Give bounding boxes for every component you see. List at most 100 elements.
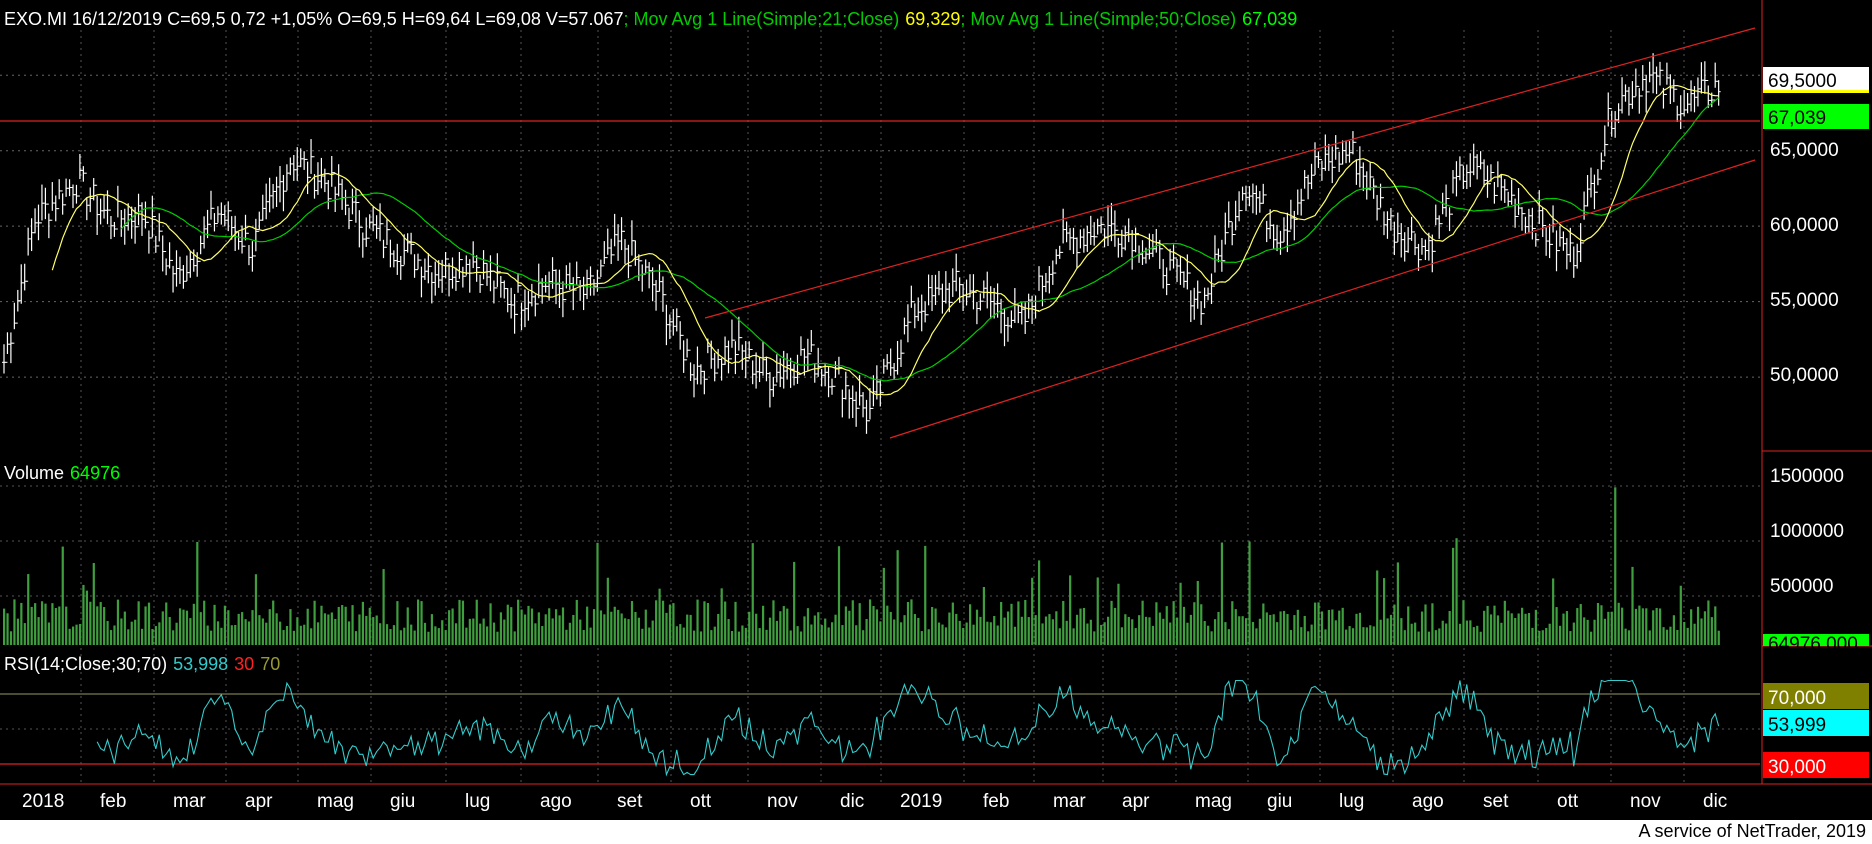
volume-bar [1165, 606, 1168, 645]
volume-bar [130, 621, 133, 645]
volume-bar [234, 624, 237, 645]
volume-bar [1389, 614, 1393, 645]
volume-bar [334, 618, 337, 645]
volume-bar [1193, 602, 1196, 645]
volume-bar [1714, 606, 1717, 645]
volume-bar [503, 619, 506, 645]
volume-bar [1169, 622, 1172, 645]
volume-bar [1220, 542, 1224, 645]
volume-bar [396, 601, 399, 645]
volume-bar [617, 609, 620, 645]
volume-bar [3, 608, 6, 645]
volume-bar [896, 550, 899, 645]
volume-bar [458, 599, 461, 645]
volume-bar [1086, 623, 1089, 645]
volume-bar [630, 601, 634, 645]
last-price-badge [1763, 67, 1869, 92]
volume-bar [199, 612, 202, 645]
volume-bar [610, 611, 613, 645]
volume-bar [758, 628, 761, 645]
volume-bar [1558, 625, 1562, 645]
volume-bar [1038, 560, 1041, 645]
volume-bar [561, 607, 565, 645]
volume-bar [534, 623, 537, 645]
volume-bar [1006, 611, 1010, 645]
volume-bar [1093, 631, 1096, 645]
volume-bar [441, 620, 444, 645]
volume-bar [1541, 630, 1544, 645]
volume-bar [627, 619, 630, 645]
price-panel [0, 27, 1760, 439]
volume-bar [27, 574, 30, 645]
volume-bar [423, 622, 427, 645]
volume-bar [1345, 629, 1348, 645]
volume-bar [482, 618, 485, 645]
volume-bar [1044, 616, 1048, 645]
volume-bar [1445, 623, 1448, 645]
volume-bar [875, 609, 879, 645]
volume-bar [1583, 617, 1586, 645]
time-axis-label: mag [317, 791, 354, 812]
volume-bar [1062, 600, 1065, 645]
volume-bar [1234, 609, 1237, 645]
volume-bar [451, 608, 454, 645]
volume-bar [275, 613, 278, 645]
volume-bar [1296, 609, 1299, 645]
volume-bar [344, 606, 347, 645]
volume-bar [1669, 626, 1672, 645]
volume-bar [1493, 605, 1496, 645]
volume-bar [323, 613, 327, 645]
volume-bar [679, 624, 682, 645]
price-tick-label: 60,0000 [1770, 215, 1839, 236]
volume-bar [16, 618, 19, 645]
channel-upper-line [704, 27, 1756, 319]
header-ma21-value: 69,329 [905, 9, 960, 29]
volume-bar [151, 629, 154, 645]
volume-bar [1420, 611, 1424, 645]
volume-bar [499, 612, 502, 645]
volume-bar [1324, 629, 1327, 645]
volume-bar [479, 623, 482, 645]
time-axis-label: lug [1339, 791, 1364, 812]
volume-bar [489, 603, 492, 645]
volume-bar [399, 630, 402, 645]
volume-bar [1172, 601, 1175, 645]
volume-bar [1096, 577, 1099, 645]
volume-bar [1238, 616, 1241, 645]
volume-bar [931, 606, 934, 645]
volume-bar [1162, 618, 1165, 645]
volume-bar [1286, 614, 1289, 645]
volume-bars [3, 487, 1720, 645]
volume-bar [9, 631, 13, 645]
volume-bar [85, 590, 88, 645]
volume-bar [68, 628, 71, 645]
volume-bar [1155, 602, 1158, 645]
volume-bar [1103, 622, 1106, 645]
volume-bar [103, 607, 106, 645]
time-axis-label: giu [390, 791, 415, 812]
chart-header: EXO.MI 16/12/2019 C=69,5 0,72 +1,05% O=6… [4, 9, 1297, 29]
volume-bar [1386, 618, 1389, 645]
volume-bar [1224, 622, 1227, 645]
volume-bar [468, 618, 471, 645]
volume-bar [1707, 600, 1710, 645]
volume-bar [1186, 622, 1189, 645]
volume-bar [1031, 577, 1034, 645]
volume-bar [1403, 630, 1406, 645]
volume-bar [724, 601, 727, 645]
volume-bar [1586, 619, 1589, 645]
volume-bar [948, 612, 951, 645]
volume-bar [182, 609, 185, 645]
volume-bar [810, 624, 813, 645]
volume-bar [982, 586, 985, 645]
time-axis-label: nov [1630, 791, 1661, 812]
volume-bar [37, 617, 40, 645]
volume-bar [579, 619, 582, 645]
volume-bar [1676, 630, 1679, 645]
volume-bar [1686, 627, 1689, 645]
volume-bar [993, 616, 996, 645]
volume-bar [1614, 487, 1617, 645]
volume-bar [682, 627, 685, 645]
ma50-price-label: 67,039 [1768, 108, 1826, 129]
volume-bar [1020, 616, 1023, 645]
